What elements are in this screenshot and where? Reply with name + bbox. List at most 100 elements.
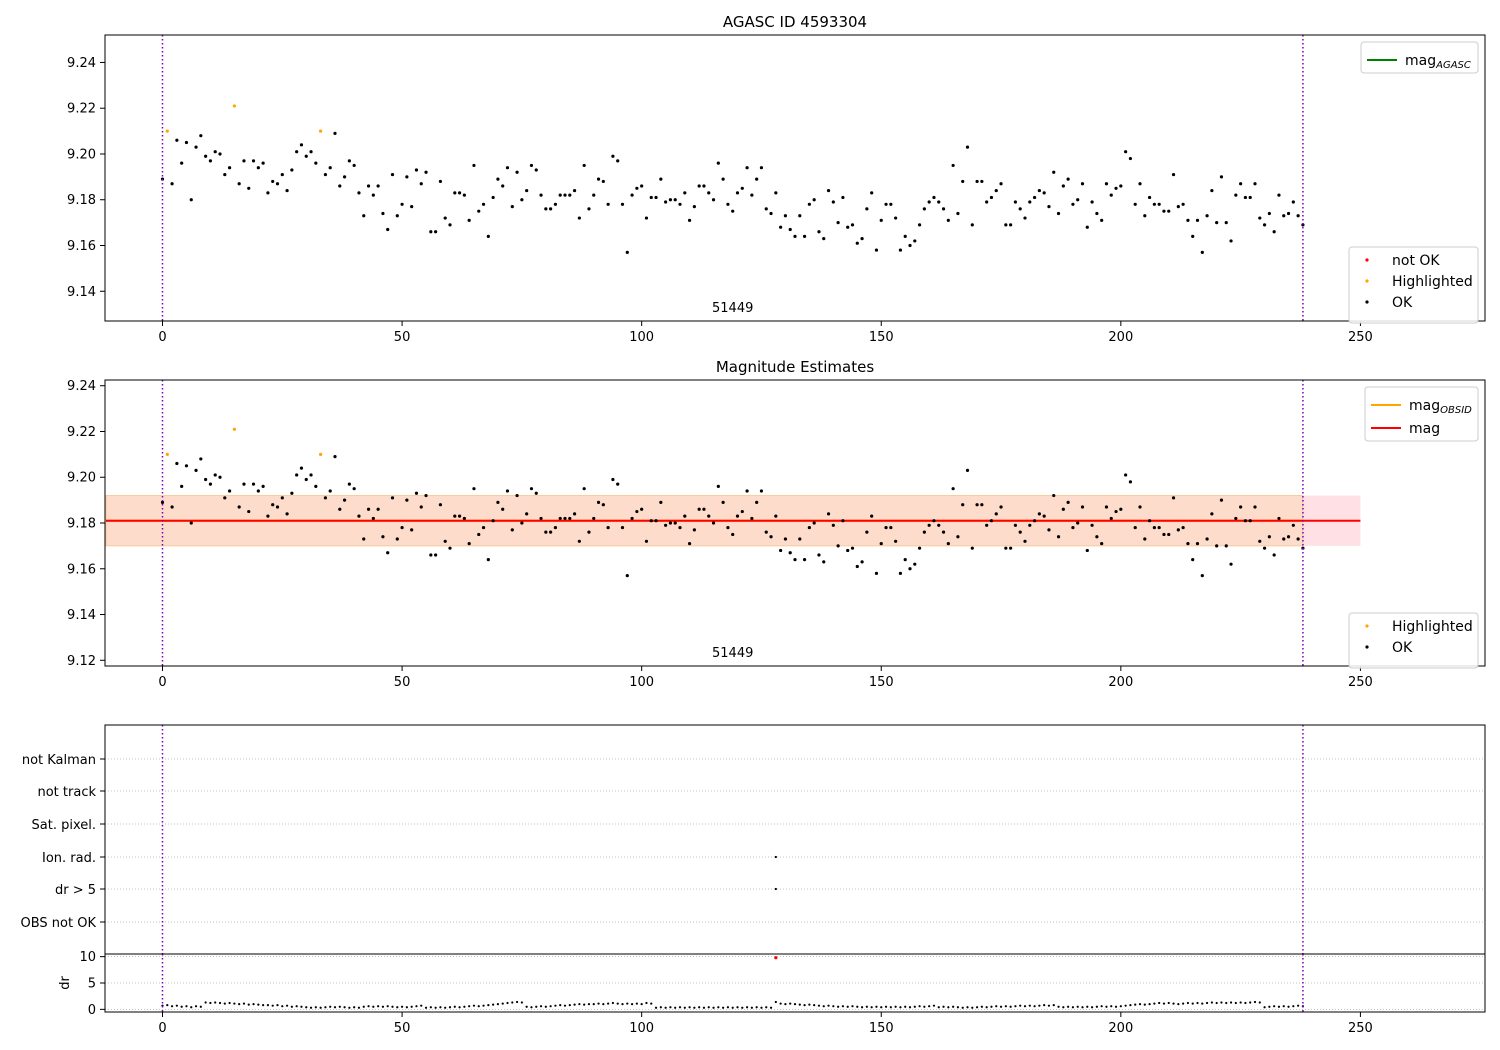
dr-point: [448, 1006, 452, 1009]
panel-1-ok-point: [630, 193, 634, 197]
panel-2-ok-point: [1128, 480, 1133, 484]
panel-1-ok-point: [668, 198, 673, 202]
panel-2-ok-point: [525, 512, 529, 516]
panel-2-ok-point: [1095, 535, 1099, 539]
dr-point: [429, 1006, 432, 1009]
dr-point: [511, 1001, 514, 1004]
dr-point: [659, 1006, 662, 1009]
dr-point: [947, 1006, 950, 1009]
panel-2-ok-point: [170, 505, 174, 509]
dr-point: [214, 1001, 217, 1004]
dr-x-tick-label: 100: [629, 1021, 654, 1036]
panel-1-legend-label: Highlighted: [1392, 274, 1473, 290]
dr-point: [1158, 1001, 1161, 1005]
panel-1-ok-point: [1267, 211, 1271, 216]
panel-2-ok-point: [625, 574, 629, 578]
panel-2-ok-point: [1018, 530, 1022, 534]
panel-1-ok-point: [256, 166, 260, 170]
panel-2-ok-point: [1291, 523, 1295, 527]
dr-point: [362, 1005, 365, 1008]
panel-1-ok-point: [549, 207, 553, 211]
panel-1-highlighted-point: [165, 129, 169, 133]
panel-2-ok-point: [577, 539, 581, 543]
dr-point: [1138, 1002, 1142, 1006]
panel-1-ok-point: [592, 193, 596, 197]
panel-1-ok-point: [280, 172, 284, 177]
panel-2-ok-point: [247, 509, 251, 514]
panel-2-ok-point: [1032, 519, 1037, 523]
panel-2-ok-point: [956, 535, 960, 539]
panel-2-ok-point: [309, 473, 313, 477]
panel-2-ok-point: [1262, 546, 1267, 550]
dr-point: [1086, 1005, 1089, 1008]
panel-2-ok-point: [481, 525, 486, 530]
panel-2-ok-point: [520, 521, 524, 525]
panel-2-ok-point: [822, 560, 826, 564]
panel-1-ok-point: [204, 154, 208, 158]
dr-point: [515, 1000, 519, 1004]
dr-point: [1023, 1005, 1027, 1008]
panel-2-ok-point: [1138, 505, 1142, 509]
dr-point: [750, 1006, 753, 1009]
panel-1-ok-point: [831, 200, 835, 204]
panel-1-obsid-annotation: 51449: [712, 301, 753, 316]
panel-2-ok-point: [917, 546, 922, 550]
dr-point: [391, 1005, 394, 1008]
panel-1-ok-point: [836, 221, 840, 225]
dr-y-tick-label: 5: [88, 977, 96, 992]
panel-2-ok-point: [1056, 535, 1061, 539]
dr-point: [348, 1006, 351, 1009]
panel-2-ok-point: [491, 519, 495, 523]
panel-1-ok-point: [572, 188, 577, 193]
dr-point: [400, 1005, 404, 1008]
panel-2-ok-point: [999, 505, 1003, 509]
panel-2-ok-point: [994, 512, 998, 516]
panel-2-ok-point: [280, 496, 284, 500]
panel-2-ok-point: [1042, 514, 1046, 518]
panel-2-x-tick-label: 200: [1108, 675, 1133, 690]
dr-point: [1110, 1005, 1113, 1008]
dr-point: [678, 1006, 682, 1009]
panel-2-ok-point: [1215, 544, 1219, 548]
panel-1-data-points: [160, 104, 1305, 254]
panel-1-ok-point: [1171, 172, 1176, 177]
panel-1-ok-point: [826, 188, 831, 193]
panel-1-x-tick-label: 100: [629, 330, 654, 345]
panel-2-ok-point: [323, 496, 328, 500]
panel-2-ok-point: [438, 503, 443, 507]
panel-1-ok-point: [1080, 182, 1085, 186]
panel-2-ok-point: [553, 525, 558, 530]
dr-point: [338, 1005, 341, 1008]
dr-point: [1081, 1006, 1084, 1009]
panel-2-ok-point: [1162, 532, 1166, 537]
panel-2-ok-point: [448, 546, 452, 550]
agasc-panel: AGASC ID 4593304 0 50 100 150 200 250 9.14 9.1…: [67, 13, 1486, 345]
panel-2-ok-point: [395, 537, 399, 541]
panel-1-ok-point: [1143, 214, 1147, 218]
dr-point: [194, 1005, 198, 1008]
panel-2-ok-point: [592, 516, 596, 521]
panel-2-ok-point: [908, 567, 912, 571]
dr-axis-label: dr: [58, 976, 73, 990]
panel-1-ok-point: [496, 177, 500, 181]
dr-point: [377, 1005, 380, 1008]
panel-1-title: AGASC ID 4593304: [723, 13, 867, 31]
dr-point: [889, 1006, 892, 1009]
panel-2-ok-point: [855, 564, 859, 569]
panel-1-ok-point: [951, 163, 955, 168]
panel-1-ok-point: [529, 163, 534, 168]
panel-1-ok-point: [707, 191, 711, 195]
panel-2-ok-point: [204, 477, 208, 482]
panel-2-ok-point: [716, 484, 720, 488]
dr-point: [463, 1005, 466, 1008]
panel-2-ok-point: [606, 525, 610, 530]
dr-point: [1009, 1005, 1012, 1008]
panel-2-ok-point: [961, 503, 965, 507]
panel-2-ok-point: [1210, 512, 1214, 516]
panel-2-ok-point: [927, 523, 931, 527]
panel-1-ok-point: [1004, 223, 1008, 227]
panel-1-ok-point: [539, 193, 543, 197]
panel-1-legend-label: OK: [1392, 295, 1413, 311]
panel-2-ok-point: [783, 537, 788, 541]
dr-point: [573, 1003, 576, 1006]
